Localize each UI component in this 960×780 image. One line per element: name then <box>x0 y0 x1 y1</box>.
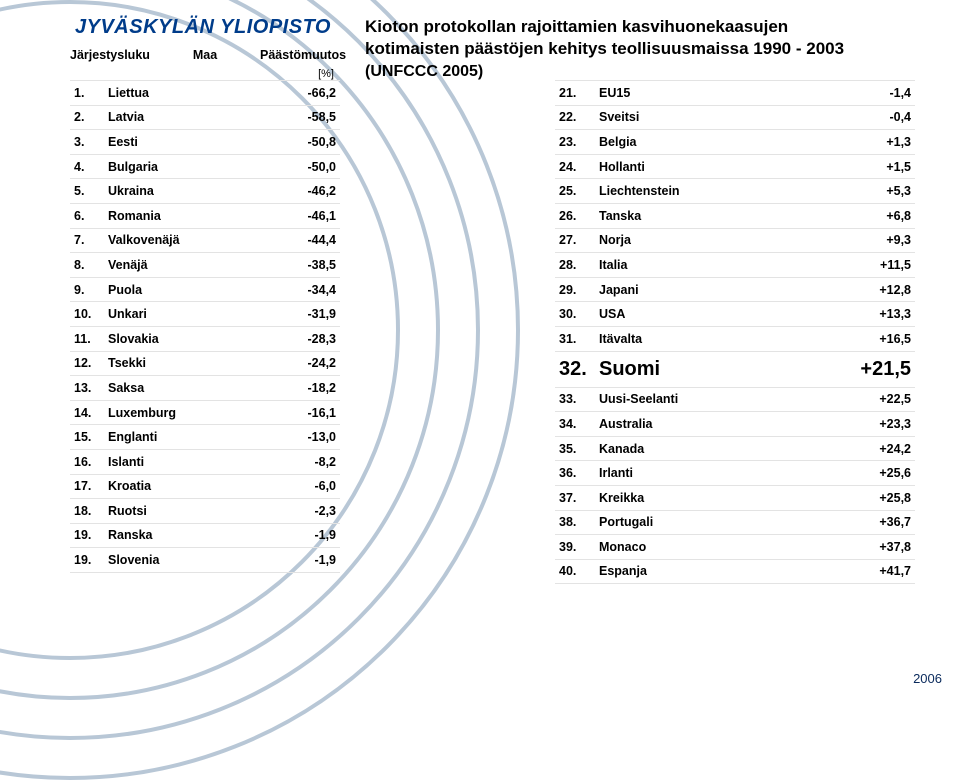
left-table: 1.Liettua-66,22.Latvia-58,53.Eesti-50,84… <box>70 80 340 573</box>
table-row: 31.Itävalta+16,5 <box>555 326 915 351</box>
table-row: 28.Italia+11,5 <box>555 253 915 278</box>
table-row: 24.Hollanti+1,5 <box>555 154 915 179</box>
table-row: 6.Romania-46,1 <box>70 203 340 228</box>
table-row: 26.Tanska+6,8 <box>555 203 915 228</box>
table-row: 23.Belgia+1,3 <box>555 130 915 155</box>
table-row: 13.Saksa-18,2 <box>70 376 340 401</box>
table-row: 34.Australia+23,3 <box>555 412 915 437</box>
left-table-header: Järjestysluku Maa Päästömuutos <box>70 48 340 66</box>
table-row: 4.Bulgaria-50,0 <box>70 154 340 179</box>
table-row: 10.Unkari-31,9 <box>70 302 340 327</box>
table-row: 12.Tsekki-24,2 <box>70 351 340 376</box>
table-row: 17.Kroatia-6,0 <box>70 474 340 499</box>
slide-title: Kioton protokollan rajoittamien kasvihuo… <box>365 16 905 83</box>
footer-year: 2006 <box>913 671 942 686</box>
table-row: 21.EU15-1,4 <box>555 81 915 106</box>
university-header: JYVÄSKYLÄN YLIOPISTO <box>75 16 331 39</box>
table-row: 15.Englanti-13,0 <box>70 425 340 450</box>
table-row: 29.Japani+12,8 <box>555 277 915 302</box>
title-line1: Kioton protokollan rajoittamien kasvihuo… <box>365 16 905 38</box>
table-row: 14.Luxemburg-16,1 <box>70 400 340 425</box>
table-row: 27.Norja+9,3 <box>555 228 915 253</box>
col-unit: [%] <box>70 68 340 80</box>
left-table-container: Järjestysluku Maa Päästömuutos [%] 1.Lie… <box>70 48 340 573</box>
table-row: 19.Ranska-1,9 <box>70 523 340 548</box>
table-row: 39.Monaco+37,8 <box>555 535 915 560</box>
table-row: 9.Puola-34,4 <box>70 277 340 302</box>
table-row: 32.Suomi+21,5 <box>555 351 915 387</box>
table-row: 18.Ruotsi-2,3 <box>70 499 340 524</box>
table-row: 25.Liechtenstein+5,3 <box>555 179 915 204</box>
col-rank: Järjestysluku <box>70 48 150 62</box>
table-row: 30.USA+13,3 <box>555 302 915 327</box>
table-row: 8.Venäjä-38,5 <box>70 253 340 278</box>
right-table-container: 21.EU15-1,422.Sveitsi-0,423.Belgia+1,324… <box>555 80 915 584</box>
title-line2: kotimaisten päästöjen kehitys teollisuus… <box>365 38 905 60</box>
col-value: Päästömuutos <box>260 48 340 62</box>
table-row: 2.Latvia-58,5 <box>70 105 340 130</box>
table-row: 3.Eesti-50,8 <box>70 130 340 155</box>
col-country: Maa <box>150 48 260 62</box>
table-row: 19.Slovenia-1,9 <box>70 548 340 573</box>
table-row: 35.Kanada+24,2 <box>555 436 915 461</box>
table-row: 33.Uusi-Seelanti+22,5 <box>555 387 915 412</box>
table-row: 7.Valkovenäjä-44,4 <box>70 228 340 253</box>
table-row: 38.Portugali+36,7 <box>555 510 915 535</box>
table-row: 5.Ukraina-46,2 <box>70 179 340 204</box>
table-row: 11.Slovakia-28,3 <box>70 326 340 351</box>
title-source: (UNFCCC 2005) <box>365 63 483 80</box>
table-row: 36.Irlanti+25,6 <box>555 461 915 486</box>
table-row: 1.Liettua-66,2 <box>70 81 340 106</box>
table-row: 22.Sveitsi-0,4 <box>555 105 915 130</box>
table-row: 16.Islanti-8,2 <box>70 449 340 474</box>
table-row: 37.Kreikka+25,8 <box>555 485 915 510</box>
table-row: 40.Espanja+41,7 <box>555 559 915 584</box>
right-table: 21.EU15-1,422.Sveitsi-0,423.Belgia+1,324… <box>555 80 915 584</box>
